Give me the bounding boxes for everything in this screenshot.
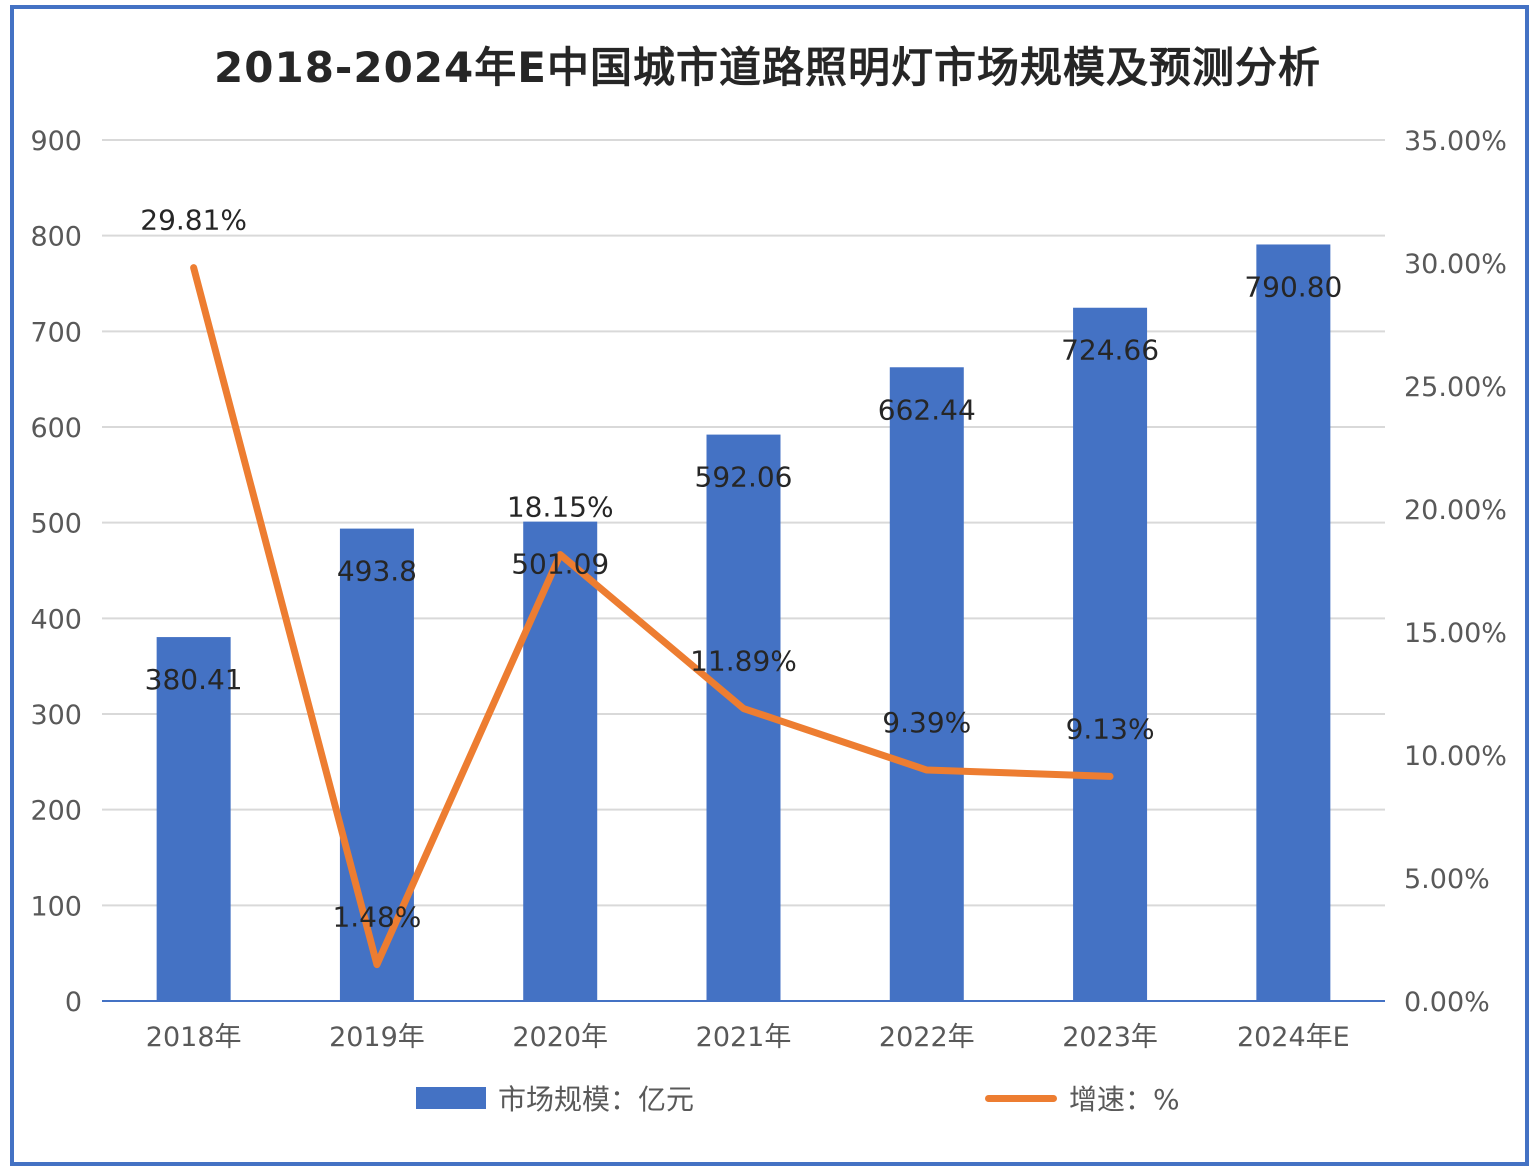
- y-right-tick-label: 10.00%: [1404, 741, 1507, 772]
- legend-item-growth[interactable]: 增速：%: [985, 1078, 1180, 1118]
- data-labels: 380.41 493.8 501.09 592.06 662.44 724.66 790.8…: [140, 204, 1342, 934]
- x-tick-label: 2019年: [329, 1022, 425, 1053]
- bar-data-label: 662.44: [878, 393, 976, 426]
- bar: [1073, 307, 1148, 1001]
- x-tick-label: 2024年E: [1237, 1022, 1350, 1053]
- line-data-label: 18.15%: [507, 491, 614, 524]
- legend: 市场规模：亿元 增速：%: [0, 1078, 1535, 1118]
- x-tick-label: 2018年: [146, 1022, 242, 1053]
- legend-item-market-size[interactable]: 市场规模：亿元: [416, 1078, 694, 1118]
- line-data-label: 29.81%: [140, 204, 247, 237]
- bar-data-label: 724.66: [1061, 334, 1159, 367]
- legend-label-market-size: 市场规模：亿元: [498, 1083, 695, 1116]
- y-right-tick-label: 25.00%: [1404, 372, 1507, 403]
- y-left-tick-label: 0: [65, 987, 82, 1018]
- bar-series: [156, 244, 1331, 1001]
- y-right-tick-label: 35.00%: [1404, 126, 1507, 157]
- y-right-tick-label: 20.00%: [1404, 495, 1507, 526]
- x-tick-label: 2023年: [1062, 1022, 1158, 1053]
- y-left-tick-label: 300: [30, 700, 82, 731]
- y-left-tick-label: 800: [30, 222, 82, 253]
- y-left-tick-label: 200: [30, 796, 82, 827]
- bar: [523, 521, 598, 1001]
- growth-line: [190, 264, 1114, 969]
- y-right-tick-label: 30.00%: [1404, 249, 1507, 280]
- y-right-tick-label: 5.00%: [1404, 864, 1490, 895]
- bar: [339, 528, 414, 1001]
- x-tick-label: 2021年: [696, 1022, 792, 1053]
- line-data-label: 9.13%: [1066, 712, 1155, 745]
- bar: [156, 637, 231, 1001]
- x-tick-label: 2022年: [879, 1022, 975, 1053]
- axes: 0 100 200 300 400 500 600 700 800 900 0.00% 5.00% 10…: [30, 126, 1507, 1053]
- y-left-tick-label: 500: [30, 509, 82, 540]
- chart-title: 2018-2024年E中国城市道路照明灯市场规模及预测分析: [214, 43, 1321, 92]
- line-data-label: 11.89%: [690, 645, 797, 678]
- y-left-tick-label: 600: [30, 413, 82, 444]
- y-right-tick-label: 0.00%: [1404, 987, 1490, 1018]
- legend-swatch-line: [985, 1094, 1057, 1102]
- bar-data-label: 493.8: [337, 555, 417, 588]
- legend-label-growth: 增速：%: [1069, 1083, 1180, 1116]
- bar: [889, 367, 964, 1001]
- bar-data-label: 790.80: [1244, 270, 1342, 303]
- bar-data-label: 501.09: [511, 548, 609, 581]
- x-tick-label: 2020年: [512, 1022, 608, 1053]
- y-right-tick-label: 15.00%: [1404, 618, 1507, 649]
- legend-swatch-bar: [416, 1087, 486, 1109]
- y-left-tick-label: 900: [30, 126, 82, 157]
- y-left-tick-label: 100: [30, 891, 82, 922]
- bar: [1256, 244, 1331, 1001]
- line-series: [190, 264, 1114, 969]
- line-data-label: 9.39%: [882, 706, 971, 739]
- bar-data-label: 592.06: [695, 461, 793, 494]
- bar-data-label: 380.41: [145, 663, 243, 696]
- y-left-tick-label: 700: [30, 317, 82, 348]
- y-left-tick-label: 400: [30, 604, 82, 635]
- line-data-label: 1.48%: [332, 901, 421, 934]
